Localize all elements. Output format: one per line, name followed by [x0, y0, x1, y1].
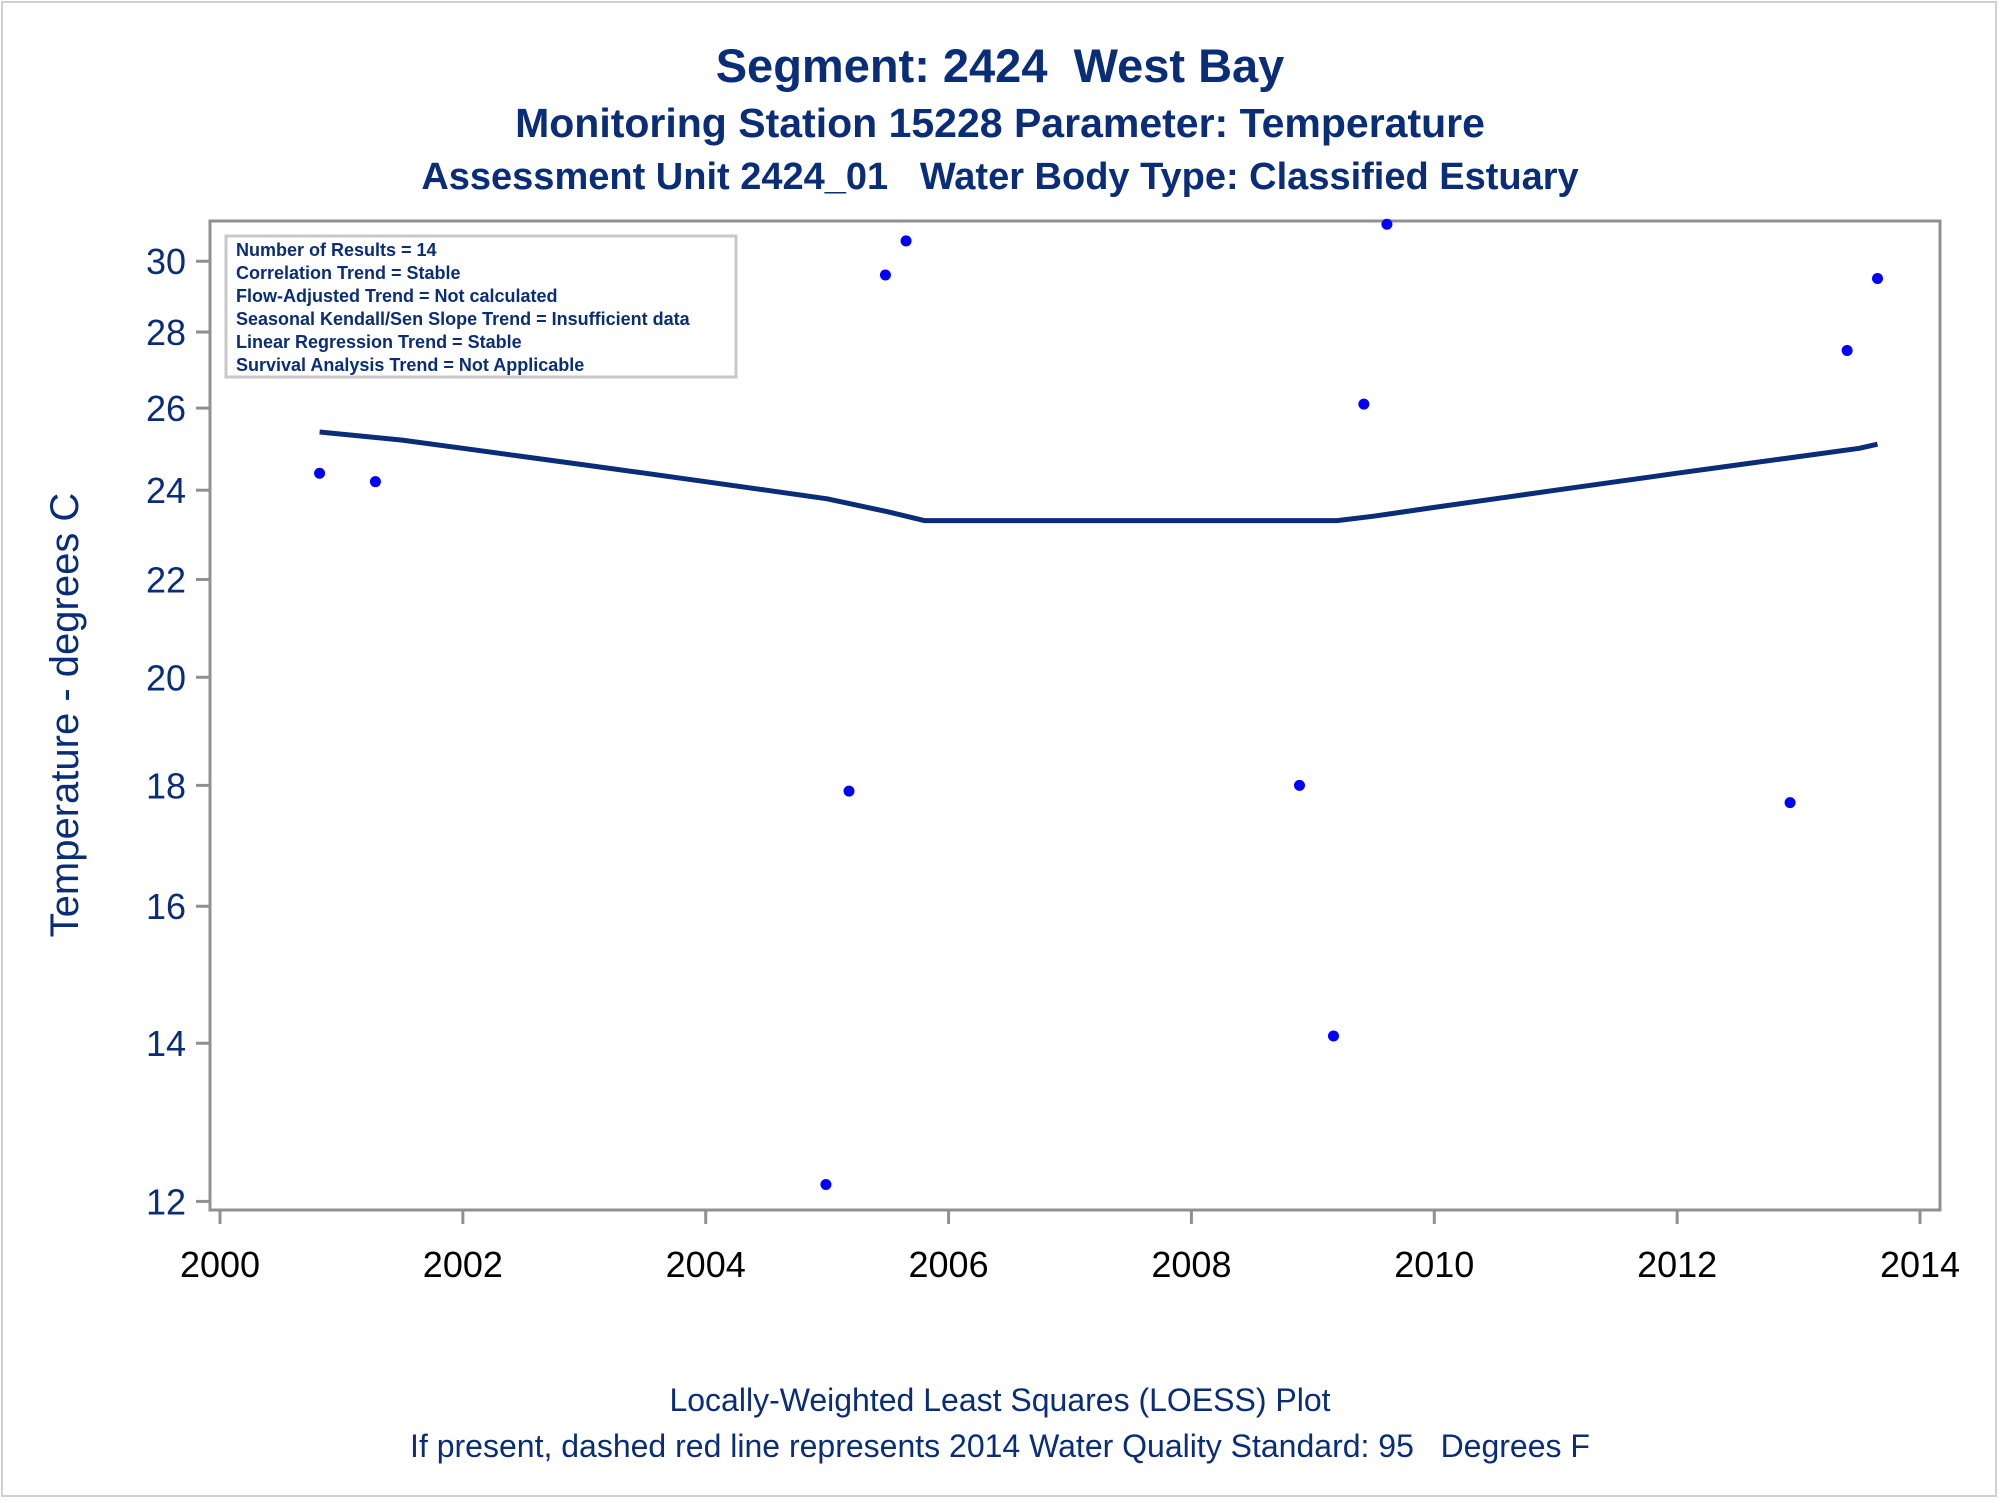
- loess-curve: [319, 429, 1879, 524]
- footnote-method: Locally-Weighted Least Squares (LOESS) P…: [669, 1382, 1331, 1418]
- y-tick-label: 12: [146, 1181, 186, 1222]
- x-tick-label: 2004: [666, 1244, 746, 1285]
- y-tick-label: 22: [146, 559, 186, 600]
- y-tick-label: 24: [146, 470, 186, 511]
- footnote-standard: If present, dashed red line represents 2…: [410, 1428, 1590, 1464]
- chart-subtitle-assessment: Assessment Unit 2424_01 Water Body Type:…: [421, 156, 1579, 198]
- data-point: [1328, 1030, 1339, 1042]
- x-tick-label: 2010: [1394, 1244, 1474, 1285]
- stats-line: Survival Analysis Trend = Not Applicable: [236, 355, 584, 375]
- plot-area: [208, 219, 1942, 1212]
- data-point: [1784, 797, 1796, 809]
- y-tick-label: 18: [146, 765, 186, 806]
- x-axis: 2000 2002 2004 2006 2008 2010 2012 2014: [180, 1210, 1960, 1285]
- data-point: [820, 1178, 832, 1190]
- x-tick-label: 2002: [423, 1244, 503, 1285]
- chart-subtitle-station: Monitoring Station 15228 Parameter: Temp…: [515, 100, 1485, 146]
- data-point: [1358, 398, 1370, 410]
- stats-line: Seasonal Kendall/Sen Slope Trend = Insuf…: [236, 309, 691, 329]
- y-tick-label: 20: [146, 657, 186, 698]
- loess-curve-group: [319, 429, 1879, 524]
- data-point: [1841, 345, 1853, 357]
- data-points-group: [314, 218, 1883, 1190]
- x-tick-label: 2006: [909, 1244, 989, 1285]
- y-tick-label: 30: [146, 241, 186, 282]
- y-tick-label: 16: [146, 886, 186, 927]
- x-tick-label: 2012: [1637, 1244, 1717, 1285]
- x-tick-label: 2000: [180, 1244, 260, 1285]
- data-point: [1872, 272, 1883, 284]
- y-tick-label: 28: [146, 312, 186, 353]
- chart-title: Segment: 2424 West Bay: [715, 39, 1285, 92]
- y-tick-label: 26: [146, 388, 186, 429]
- data-point: [879, 269, 891, 281]
- x-tick-label: 2008: [1151, 1244, 1231, 1285]
- y-axis-label: Temperature - degrees C: [43, 493, 87, 938]
- stats-box: Number of Results = 14 Correlation Trend …: [224, 234, 738, 379]
- data-point: [314, 467, 326, 479]
- stats-box-border: [224, 234, 738, 379]
- y-axis: 12 14 16 18 20 22 24 26 28 30: [146, 241, 210, 1222]
- data-point: [369, 476, 381, 488]
- stats-line: Correlation Trend = Stable: [236, 263, 461, 283]
- stats-line: Flow-Adjusted Trend = Not calculated: [236, 286, 558, 306]
- stats-line: Number of Results = 14: [236, 240, 437, 260]
- stats-line: Linear Regression Trend = Stable: [236, 332, 522, 352]
- y-tick-label: 14: [146, 1023, 186, 1064]
- data-point: [900, 235, 912, 247]
- data-point: [843, 785, 855, 797]
- data-point: [1294, 779, 1305, 791]
- data-point: [1381, 218, 1393, 230]
- x-tick-label: 2014: [1880, 1244, 1960, 1285]
